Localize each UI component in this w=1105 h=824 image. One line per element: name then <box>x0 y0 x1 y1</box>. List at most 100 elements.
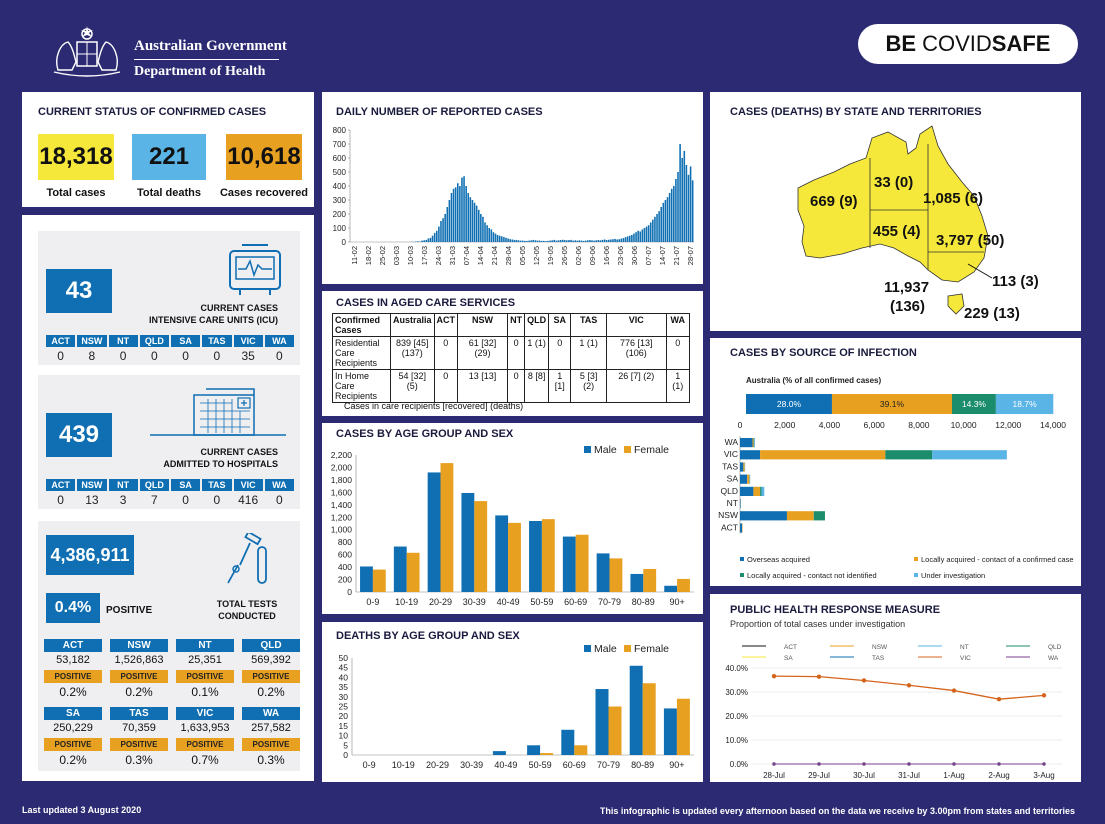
daily-bar <box>473 202 476 242</box>
daily-chart: 0 100 200 300 400 500 600 700 800 11-02 18-02 25-02… <box>333 126 695 265</box>
daily-bar <box>526 240 528 242</box>
deaths-xtick: 30-39 <box>460 760 483 770</box>
source-bar <box>885 450 933 460</box>
daily-bar <box>530 240 532 242</box>
map-vic-deaths: (136) <box>890 298 926 315</box>
age-bar-female <box>643 568 657 592</box>
map-nt: 33 (0) <box>874 174 914 191</box>
daily-bar <box>599 240 602 242</box>
daily-xtick: 16-06 <box>602 246 611 265</box>
daily-bar <box>507 238 509 242</box>
icu-state-table: ACT NSW NT QLD SA TAS VIC WA 0 8 0 0 0 0 35 0 <box>46 335 294 363</box>
age-xtick: 50-59 <box>530 597 553 607</box>
age-legend-swatch <box>584 446 591 453</box>
daily-bar <box>444 214 446 242</box>
response-subtitle: Proportion of total cases under investig… <box>730 619 906 629</box>
deaths-ytick: 5 <box>343 740 348 750</box>
aged-header-cell: NT <box>507 313 526 337</box>
age-ytick: 1,800 <box>331 475 353 485</box>
daily-bar <box>639 231 642 242</box>
daily-bar <box>475 205 478 242</box>
deaths-ytick: 25 <box>339 702 349 712</box>
daily-bar <box>675 179 677 242</box>
deaths-ytick: 35 <box>339 682 349 692</box>
daily-xtick: 07-07 <box>644 246 653 265</box>
aged-cell: 1 (1) <box>570 336 607 370</box>
deaths-xtick: 10-19 <box>392 760 415 770</box>
hospital-val-wa: 0 <box>276 493 283 507</box>
total-cases-box: 18,318 <box>38 134 114 180</box>
daily-bar <box>498 235 501 242</box>
age-bar-female <box>575 534 589 592</box>
daily-bar <box>494 233 497 242</box>
daily-xtick: 05-05 <box>518 246 527 265</box>
aged-cell: 0 <box>433 369 459 403</box>
source-summary-segment <box>951 394 996 414</box>
age-bar-female <box>474 501 488 592</box>
aged-cell: 5 [3] (2) <box>570 369 607 403</box>
daily-bar <box>515 239 518 242</box>
daily-bar <box>574 240 577 242</box>
source-bar <box>740 462 744 472</box>
resp-point-wa <box>997 762 1001 766</box>
source-xtick: 14,000 <box>1040 420 1066 430</box>
daily-bar <box>490 229 493 242</box>
map-tasmania <box>947 293 965 315</box>
tests-positive-tag-sa: POSITIVE <box>44 738 102 751</box>
icu-head-vic: VIC <box>233 335 263 347</box>
age-bar-female <box>541 519 555 592</box>
tests-count-nsw: 1,526,863 <box>114 654 164 666</box>
coat-of-arms-icon <box>53 26 121 77</box>
deaths-bar-male <box>527 745 541 755</box>
daily-bar <box>513 239 516 242</box>
daily-bar <box>532 239 535 242</box>
daily-bar <box>465 186 467 242</box>
daily-bar <box>670 188 673 242</box>
tests-row1: ACT NSW NT QLD 53,182 1,526,863 25,351 569,392 P… <box>44 639 300 701</box>
map-title: CASES (DEATHS) BY STATE AND TERRITORIES <box>730 106 982 118</box>
tests-state-nsw: NSW <box>110 639 168 652</box>
aged-cell: 1 (1) <box>665 369 691 403</box>
deaths-bar-female <box>676 698 690 755</box>
daily-xtick: 26-05 <box>560 246 569 265</box>
daily-bar <box>459 186 461 242</box>
source-summary-label: 39.1% <box>880 399 905 409</box>
aged-cell: 8 [8] <box>524 369 550 403</box>
age-legend-label: Female <box>634 444 669 456</box>
source-bar <box>749 474 751 484</box>
resp-point-wa <box>862 762 866 766</box>
icu-val-act: 0 <box>57 349 64 363</box>
daily-bar <box>677 172 679 242</box>
age-bar-male <box>596 553 610 592</box>
deaths-bar-male <box>629 665 643 755</box>
daily-bar <box>595 240 597 242</box>
daily-xtick: 17-03 <box>420 246 429 265</box>
daily-bar <box>582 240 585 242</box>
age-xtick: 80-89 <box>632 597 655 607</box>
daily-xtick: 28-07 <box>686 246 695 265</box>
source-summary-segment <box>746 394 832 414</box>
daily-xtick: 19-05 <box>546 246 555 265</box>
source-bar <box>740 474 748 484</box>
aged-header-cell: ACT <box>433 313 459 337</box>
daily-bar <box>482 216 484 242</box>
icu-label2: INTENSIVE CARE UNITS (ICU) <box>148 315 278 325</box>
footer-updated: Last updated 3 August 2020 <box>22 805 142 815</box>
daily-bar <box>557 240 560 242</box>
resp-ytick: 20.0% <box>725 712 748 721</box>
daily-bar <box>666 197 669 242</box>
age-xtick: 10-19 <box>395 597 418 607</box>
resp-legend-label: VIC <box>960 655 971 662</box>
tests-pct-sa: 0.2% <box>59 753 87 767</box>
hospital-val-qld: 7 <box>151 493 158 507</box>
resp-point-vic <box>1041 693 1047 698</box>
age-bar-male <box>393 546 407 592</box>
icu-head-act: ACT <box>46 335 76 347</box>
covidsafe-be: BE <box>885 31 917 56</box>
aged-cell: 13 [13] <box>457 369 509 403</box>
covidsafe-covid: COVID <box>922 31 992 56</box>
deaths-legend-swatch <box>624 645 631 652</box>
resp-ytick: 10.0% <box>725 736 748 745</box>
age-bar-male <box>562 536 576 592</box>
